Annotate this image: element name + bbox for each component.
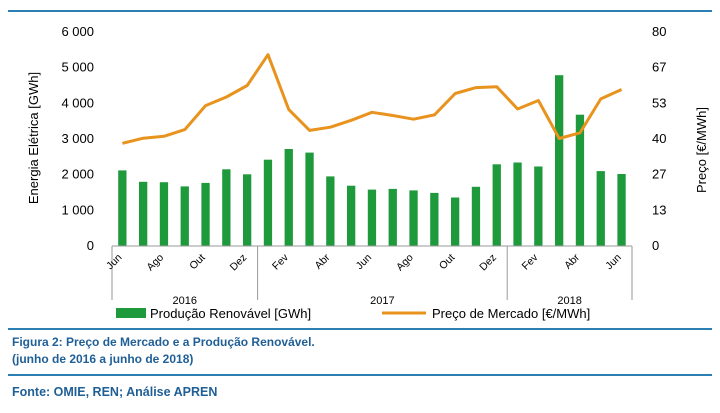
bar-22 [575,114,585,246]
bar-8 [284,149,293,246]
bar-9 [305,152,314,246]
year-label: 2017 [370,295,394,307]
axes-layer [111,245,633,300]
x-tick-label: Abr [312,251,332,271]
right-tick-label: 27 [652,167,666,182]
left-tick-label: 4 000 [61,95,94,110]
year-label: 2018 [557,295,581,307]
x-tick-label: Jun [354,252,375,273]
right-tick-label: 13 [652,202,666,217]
x-tick-label: Out [437,252,458,273]
x-tick-label: Out [187,252,208,273]
top-rule [8,10,712,12]
bar-20 [534,166,543,246]
bar-21 [555,75,564,246]
legend-bar-label: Produção Renovável [GWh] [150,306,311,321]
left-tick-label: 1 000 [61,202,94,217]
bar-5 [222,169,231,246]
left-tick-label: 3 000 [61,131,94,146]
left-axis-title: Energia Elétrica [GWh] [26,72,41,204]
source-note: Fonte: OMIE, REN; Análise APREN [12,385,218,399]
year-label: 2016 [173,295,197,307]
bar-19 [513,162,522,246]
caption-line-1: Figura 2: Preço de Mercado e a Produção … [12,335,315,349]
left-tick-label: 2 000 [61,167,94,182]
legend-line-label: Preço de Mercado [€/MWh] [432,306,590,321]
right-tick-label: 0 [652,238,659,253]
bottom-rule [8,374,712,376]
x-tick-label: Ago [144,252,166,274]
x-tick-label: Jun [104,252,125,273]
bar-7 [263,159,273,246]
x-tick-label: Ago [394,252,416,274]
middle-rule [8,328,712,330]
bar-4 [201,182,210,246]
caption-line-2: (junho de 2016 a junho de 2018) [12,352,194,366]
bar-24 [617,174,626,246]
left-tick-label: 6 000 [61,24,94,39]
x-tick-label: Dez [228,252,250,274]
x-tick-label: Abr [562,251,582,271]
legend: Produção Renovável [GWh] Preço de Mercad… [116,306,590,321]
bar-18 [492,164,501,246]
right-tick-label: 80 [652,24,666,39]
bar-14 [409,190,418,246]
bar-12 [367,189,377,246]
x-tick-label: Fev [270,251,291,272]
bars-layer [118,75,626,246]
right-tick-label: 40 [652,131,666,146]
bar-0 [118,170,127,246]
line-layer [122,53,623,145]
left-tick-label: 0 [87,238,94,253]
figure-caption: Figura 2: Preço de Mercado e a Produção … [12,334,315,368]
bar-1 [139,181,148,246]
legend-bar-swatch [116,308,146,318]
bar-11 [347,185,356,246]
right-tick-label: 67 [652,60,666,75]
bar-16 [451,197,460,246]
bar-10 [326,176,335,246]
chart: 0 1 000 2 000 3 000 4 000 5 000 6 000 0 13 27 40 53… [26,24,709,321]
ticks-layer: 0 1 000 2 000 3 000 4 000 5 000 6 000 0 13 27 40 53… [61,24,666,307]
x-tick-label: Jun [603,252,624,273]
bar-3 [180,186,189,246]
bar-6 [243,174,252,246]
price-line [122,53,623,145]
x-tick-label: Fev [520,251,541,272]
bar-23 [596,171,605,246]
x-tick-label: Dez [477,252,499,274]
bar-13 [388,188,397,246]
left-tick-label: 5 000 [61,60,94,75]
bar-15 [430,192,439,246]
right-tick-label: 53 [652,95,666,110]
bar-2 [159,182,169,246]
right-axis-title: Preço [€/MWh] [694,107,709,193]
bar-17 [471,186,481,246]
